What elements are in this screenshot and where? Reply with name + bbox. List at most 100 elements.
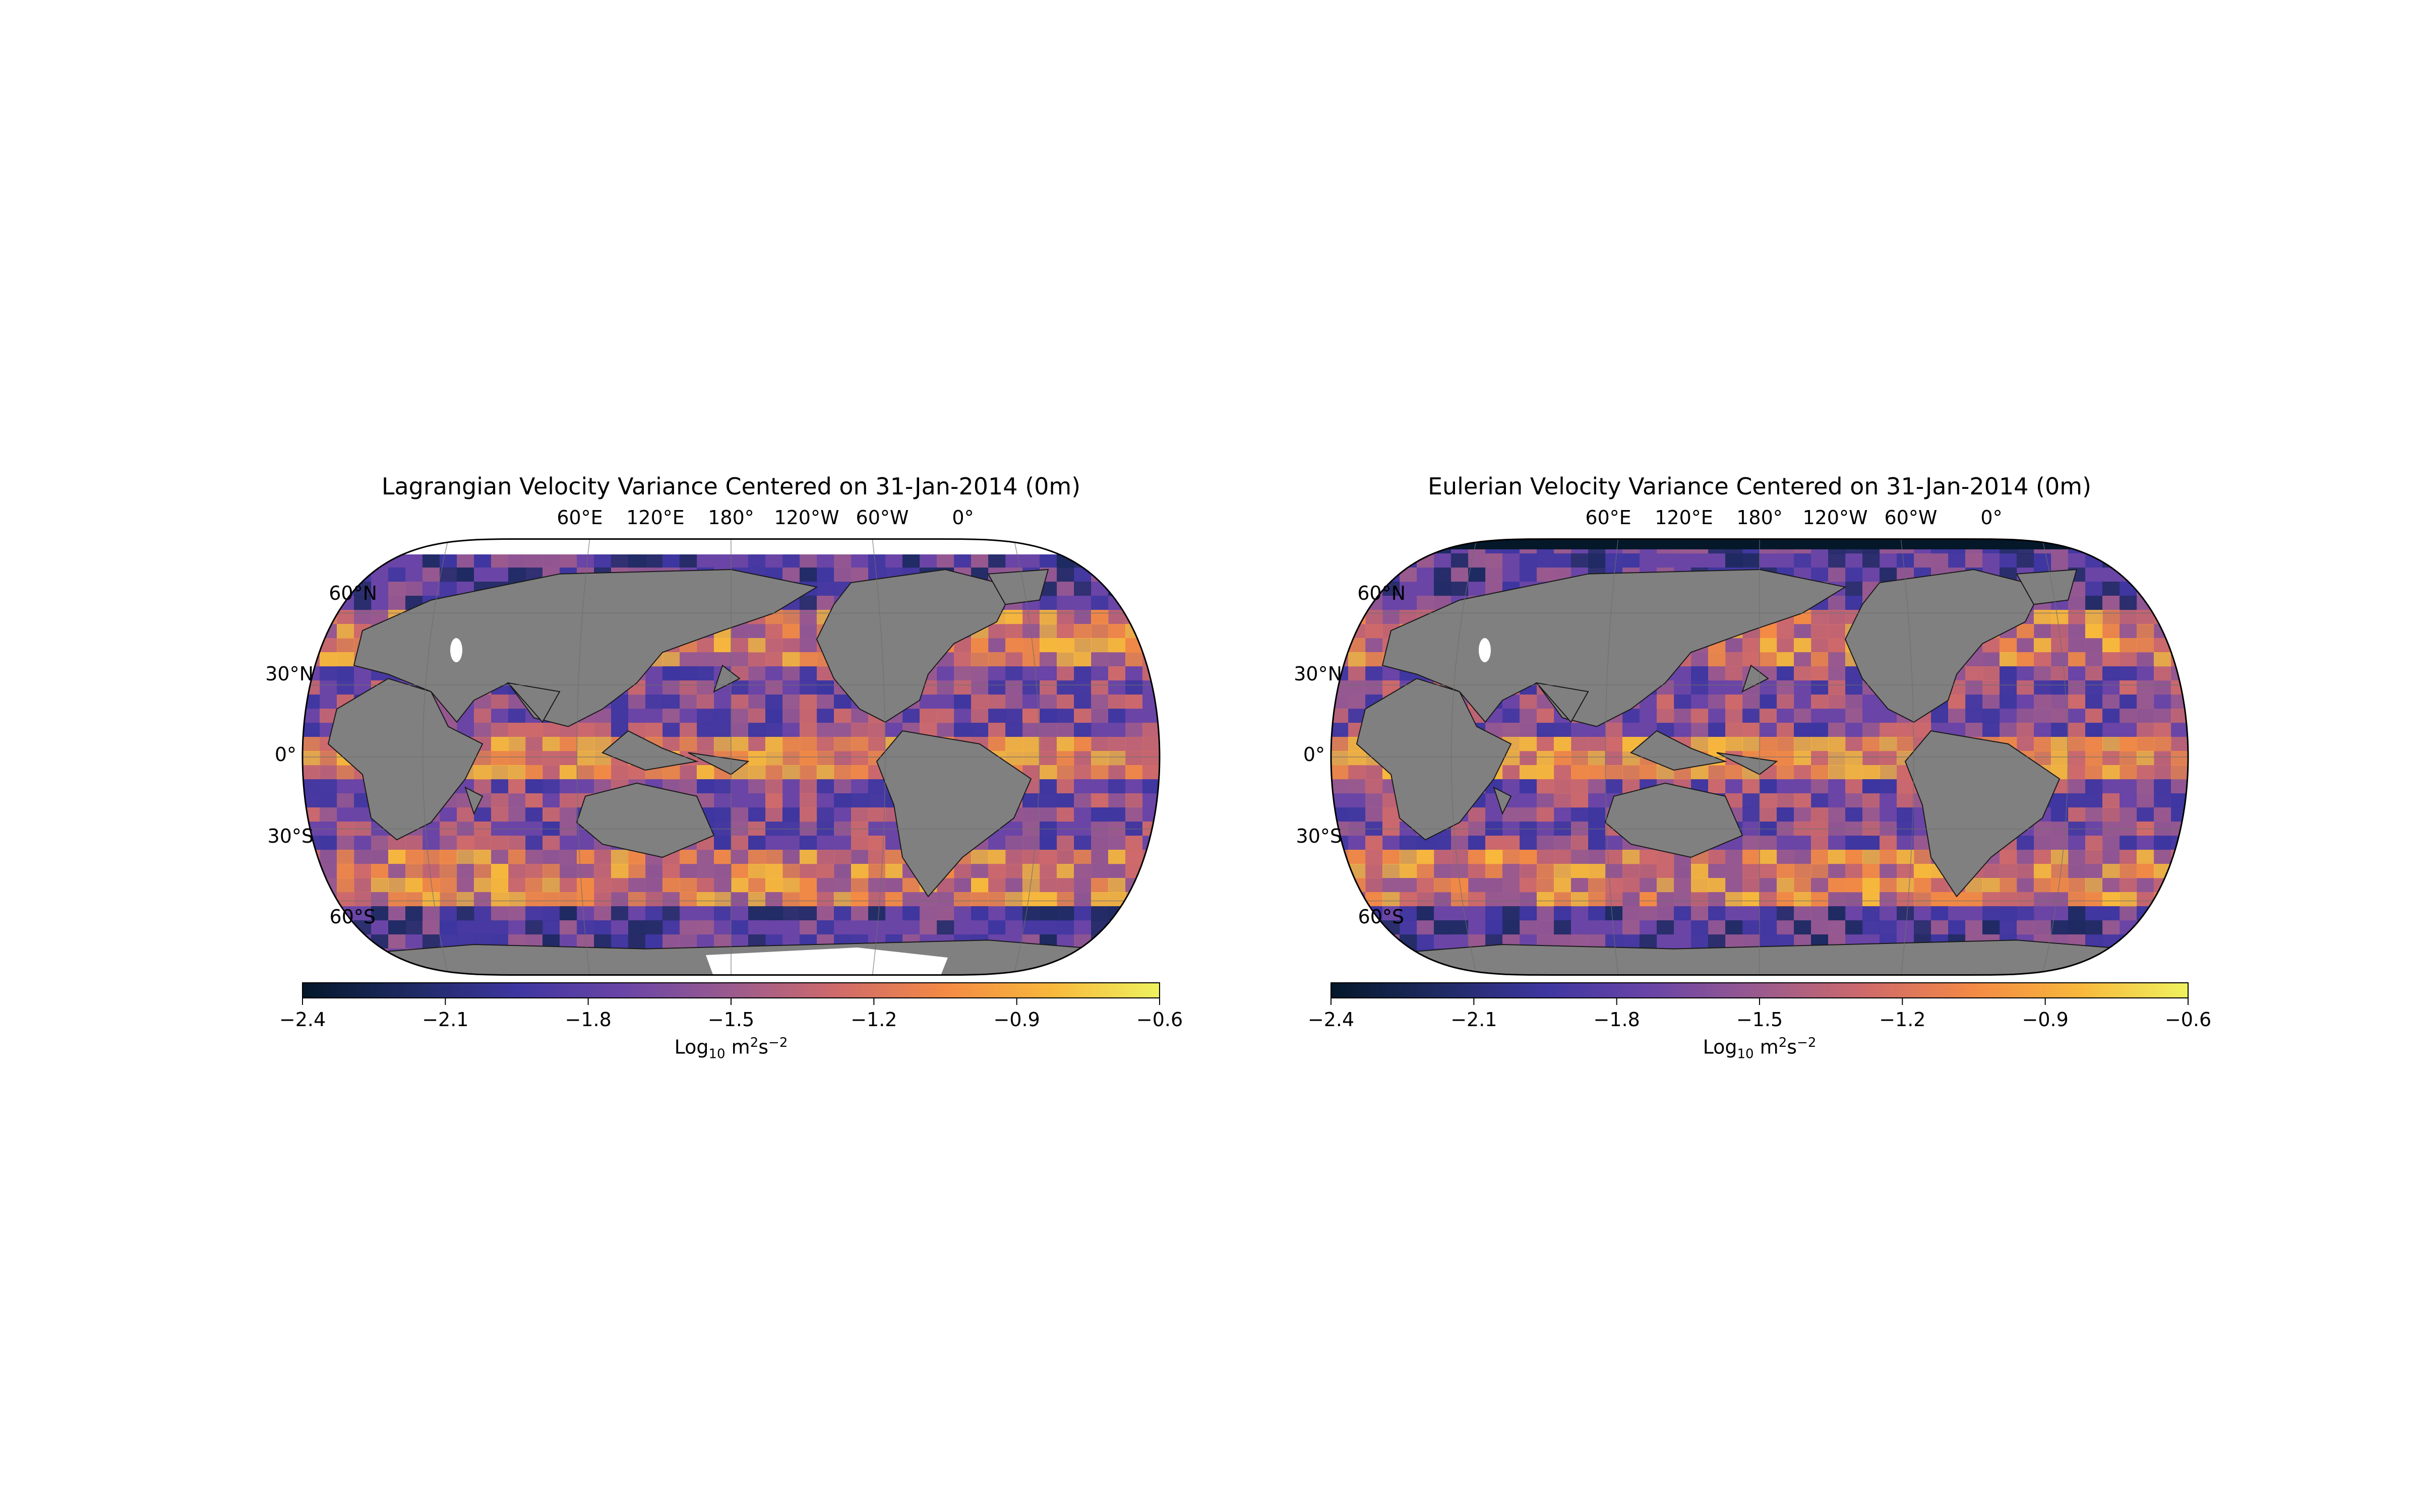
variance-cell bbox=[1794, 836, 1811, 850]
variance-cell bbox=[1777, 793, 1794, 808]
variance-cell bbox=[1640, 553, 1657, 568]
variance-cell bbox=[714, 553, 732, 568]
variance-cell bbox=[731, 850, 749, 864]
variance-cell bbox=[1040, 553, 1057, 568]
variance-cell bbox=[1074, 723, 1092, 737]
variance-cell bbox=[1057, 920, 1074, 935]
variance-cell bbox=[1057, 807, 1074, 822]
variance-cell bbox=[560, 920, 577, 935]
variance-cell bbox=[2017, 624, 2034, 639]
variance-cell bbox=[542, 850, 560, 864]
variance-cell bbox=[1777, 737, 1794, 751]
land-polygon bbox=[1535, 682, 1589, 723]
variance-cell bbox=[542, 920, 560, 935]
variance-cell bbox=[645, 920, 663, 935]
variance-cell bbox=[2137, 949, 2154, 963]
variance-cell bbox=[508, 836, 526, 850]
variance-cell bbox=[697, 666, 714, 681]
variance-cell bbox=[2171, 765, 2188, 780]
variance-cell bbox=[782, 779, 800, 794]
variance-cell bbox=[337, 850, 354, 864]
variance-cell bbox=[1725, 779, 1743, 794]
variance-cell bbox=[1742, 553, 1760, 568]
variance-cell bbox=[1040, 695, 1057, 709]
variance-cell bbox=[508, 892, 526, 907]
variance-cell bbox=[1005, 638, 1023, 653]
variance-cell bbox=[1965, 906, 1983, 921]
variance-cell bbox=[800, 723, 817, 737]
variance-cell bbox=[1382, 807, 1400, 822]
variance-cell bbox=[474, 906, 492, 921]
variance-cell bbox=[2051, 920, 2069, 935]
variance-cell bbox=[782, 553, 800, 568]
variance-cell bbox=[1022, 793, 1040, 808]
variance-cell bbox=[868, 553, 886, 568]
variance-cell bbox=[388, 906, 406, 921]
variance-cell bbox=[457, 920, 474, 935]
variance-cell bbox=[748, 723, 766, 737]
variance-cell bbox=[1777, 920, 1794, 935]
variance-cell bbox=[2137, 652, 2154, 667]
variance-cell bbox=[714, 723, 732, 737]
variance-cell bbox=[1657, 906, 1674, 921]
variance-cell bbox=[834, 878, 852, 893]
variance-cell bbox=[2137, 807, 2154, 822]
variance-cell bbox=[388, 934, 406, 949]
variance-cell bbox=[1022, 864, 1040, 878]
land-polygon bbox=[327, 678, 483, 841]
variance-cell bbox=[1091, 836, 1109, 850]
variance-cell bbox=[1520, 568, 1537, 582]
variance-cell bbox=[834, 864, 852, 878]
variance-cell bbox=[971, 892, 989, 907]
variance-cell bbox=[748, 779, 766, 794]
variance-cell bbox=[388, 850, 406, 864]
variance-cell bbox=[440, 850, 457, 864]
variance-cell bbox=[1880, 864, 1897, 878]
variance-cell bbox=[1520, 878, 1537, 893]
variance-cell bbox=[1914, 878, 1931, 893]
variance-cell bbox=[1725, 864, 1743, 878]
variance-cell bbox=[1365, 807, 1383, 822]
variance-cell bbox=[1434, 864, 1451, 878]
variance-cell bbox=[1674, 709, 1691, 723]
variance-cell bbox=[302, 751, 320, 766]
variance-cell bbox=[697, 920, 714, 935]
variance-cell bbox=[560, 807, 577, 822]
variance-cell bbox=[1760, 836, 1777, 850]
variance-cell bbox=[1057, 709, 1074, 723]
variance-cell bbox=[457, 892, 474, 907]
variance-cell bbox=[1348, 949, 1366, 963]
variance-cell bbox=[800, 610, 817, 624]
variance-cell bbox=[388, 568, 406, 582]
variance-cell bbox=[731, 709, 749, 723]
variance-cell bbox=[440, 807, 457, 822]
variance-cell bbox=[1348, 779, 1366, 794]
variance-cell bbox=[2137, 892, 2154, 907]
variance-cell bbox=[1520, 695, 1537, 709]
variance-cell bbox=[2120, 709, 2137, 723]
variance-cell bbox=[1777, 836, 1794, 850]
variance-cell bbox=[1074, 765, 1092, 780]
variance-cell bbox=[1451, 850, 1469, 864]
variance-cell bbox=[577, 553, 594, 568]
variance-cell bbox=[1417, 539, 1434, 554]
variance-cell bbox=[354, 596, 372, 610]
variance-cell bbox=[2102, 779, 2120, 794]
variance-cell bbox=[577, 878, 594, 893]
variance-cell bbox=[542, 807, 560, 822]
variance-cell bbox=[1691, 920, 1709, 935]
variance-cell bbox=[2171, 568, 2188, 582]
variance-cell bbox=[2120, 751, 2137, 766]
variance-cell bbox=[1845, 864, 1863, 878]
variance-cell bbox=[525, 807, 543, 822]
variance-cell bbox=[765, 807, 783, 822]
variance-cell bbox=[1417, 596, 1434, 610]
variance-cell bbox=[1057, 596, 1074, 610]
variance-cell bbox=[1365, 779, 1383, 794]
variance-cell bbox=[1108, 709, 1126, 723]
variance-cell bbox=[594, 892, 612, 907]
variance-cell bbox=[1108, 765, 1126, 780]
variance-cell bbox=[508, 751, 526, 766]
variance-cell bbox=[525, 850, 543, 864]
variance-cell bbox=[868, 850, 886, 864]
